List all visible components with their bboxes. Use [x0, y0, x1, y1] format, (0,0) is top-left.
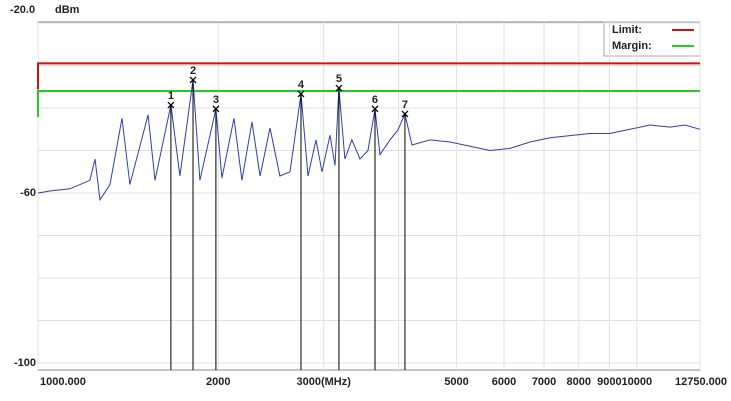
x-tick-label: 8000 — [567, 376, 591, 388]
marker-label: 2 — [190, 65, 196, 77]
marker-cross — [212, 105, 220, 113]
marker-label: 5 — [336, 73, 342, 85]
marker-label: 4 — [298, 79, 305, 91]
y-tick-label: -100 — [14, 357, 36, 369]
marker-label: 1 — [168, 90, 174, 102]
x-tick-label: 10000 — [622, 376, 653, 388]
plot-frame — [37, 21, 701, 371]
marker-label: 3 — [213, 94, 219, 106]
marker-cross — [401, 110, 409, 118]
x-tick-label: 1000.000 — [40, 376, 86, 388]
marker-label: 6 — [372, 94, 378, 106]
x-tick-label: 9000 — [597, 376, 621, 388]
legend-label: Limit: — [612, 24, 642, 36]
y-tick-label: -20.0 — [10, 4, 35, 16]
x-tick-label: 7000 — [532, 376, 556, 388]
limit-line — [37, 62, 700, 90]
marker-cross — [335, 84, 343, 92]
x-tick-label: 3000(MHz) — [297, 376, 352, 388]
y-tick-label: -60 — [20, 187, 36, 199]
marker-cross — [371, 105, 379, 113]
x-tick-label: 6000 — [492, 376, 516, 388]
y-unit: dBm — [55, 4, 80, 16]
marker-cross — [189, 76, 197, 84]
marker-label: 7 — [402, 99, 408, 111]
limit-line — [37, 90, 700, 117]
marker-cross — [297, 90, 305, 98]
x-tick-label: 2000 — [206, 376, 230, 388]
marker-cross — [167, 101, 175, 109]
legend-label: Margin: — [612, 40, 652, 52]
legend-box — [603, 21, 701, 57]
trace — [37, 79, 701, 202]
x-tick-label: 12750.000 — [675, 376, 727, 388]
x-tick-label: 5000 — [444, 376, 468, 388]
